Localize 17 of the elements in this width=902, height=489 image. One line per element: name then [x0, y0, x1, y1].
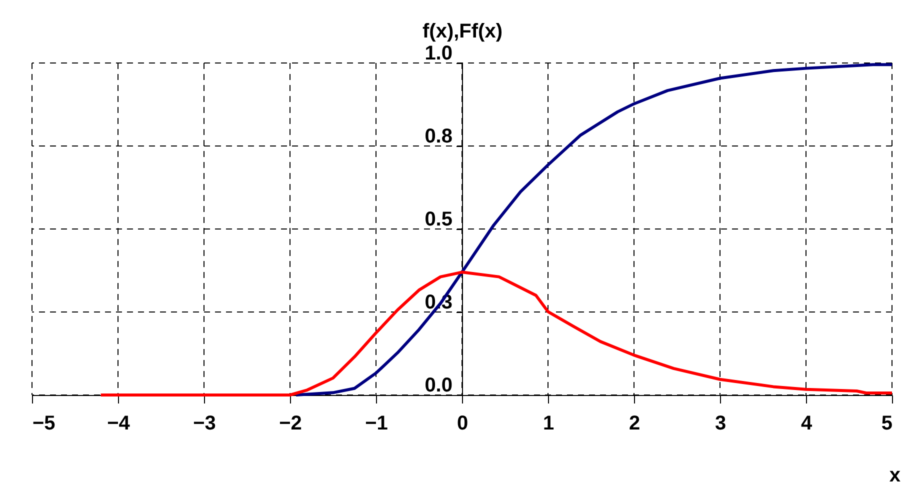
x-tick-label: −5 — [32, 412, 56, 434]
y-tick-label: 0.8 — [424, 126, 452, 148]
x-tick-label: 3 — [714, 412, 726, 434]
x-tick-label: 4 — [800, 412, 813, 434]
y-axis-title: f(x),Ff(x) — [422, 20, 502, 42]
x-tick-label: 5 — [881, 412, 892, 434]
x-tick-label: 2 — [628, 412, 640, 434]
x-tick-label: −2 — [279, 412, 302, 434]
x-tick-label: 1 — [542, 412, 554, 434]
y-tick-label: 1.0 — [424, 42, 452, 64]
x-tick-label: −1 — [365, 412, 388, 434]
y-tick-label: 0.0 — [424, 374, 452, 396]
y-tick-label: 0.5 — [424, 208, 452, 230]
x-tick-label: 0 — [456, 412, 468, 434]
x-tick-label: −4 — [107, 412, 131, 434]
x-axis-title: x — [889, 464, 900, 486]
x-tick-label: −3 — [193, 412, 216, 434]
